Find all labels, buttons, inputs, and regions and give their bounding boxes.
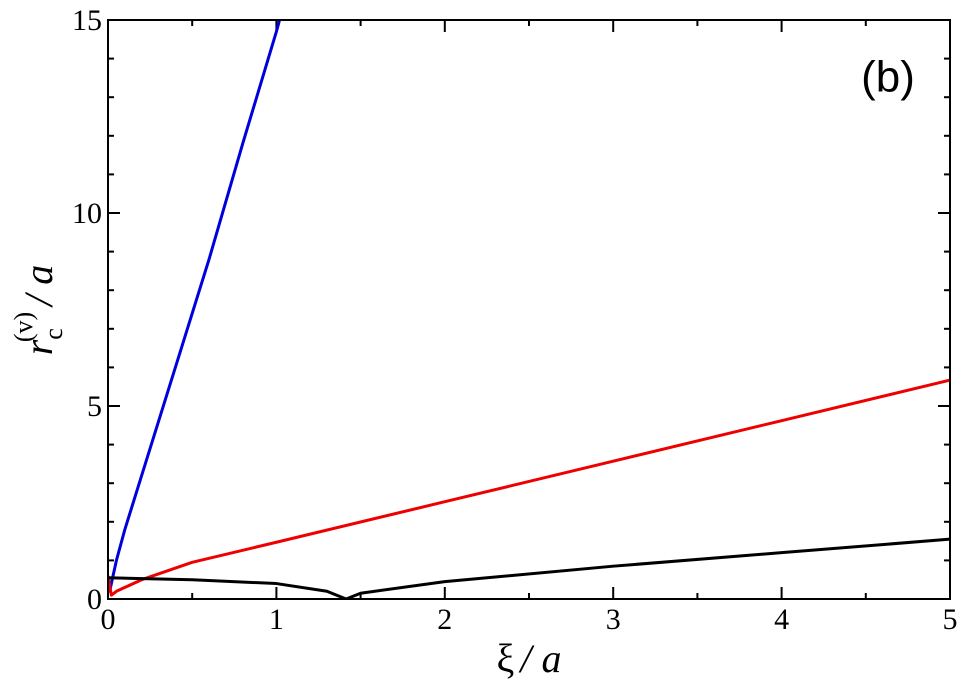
ticks <box>107 19 951 600</box>
x-tick-label: 2 <box>437 603 452 636</box>
annotation: (b) <box>861 53 915 102</box>
y-label-sub: c <box>39 328 68 340</box>
series-line <box>108 537 950 599</box>
x-axis-label: ξ / a <box>497 636 562 681</box>
x-tick-label: 3 <box>606 603 621 636</box>
series-line <box>108 20 282 593</box>
x-tick-label: 5 <box>943 603 958 636</box>
y-label-rest: / a <box>16 265 61 308</box>
x-tick-label: 0 <box>101 603 116 636</box>
x-label-main: ξ <box>497 636 515 681</box>
x-tick-label: 1 <box>269 603 284 636</box>
y-axis-label: rc(v) / a <box>9 265 68 356</box>
y-label-main: r <box>16 339 61 355</box>
y-tick-label: 5 <box>87 390 102 423</box>
y-tick-label: 15 <box>72 4 102 37</box>
y-label-sup: (v) <box>9 312 38 342</box>
plot-frame <box>107 19 951 600</box>
x-tick-label: 4 <box>774 603 789 636</box>
y-tick-label: 0 <box>87 583 102 616</box>
series-line <box>108 378 950 597</box>
x-label-rest: / a <box>518 636 561 681</box>
y-tick-label: 10 <box>72 197 102 230</box>
plot-lines <box>108 20 950 599</box>
